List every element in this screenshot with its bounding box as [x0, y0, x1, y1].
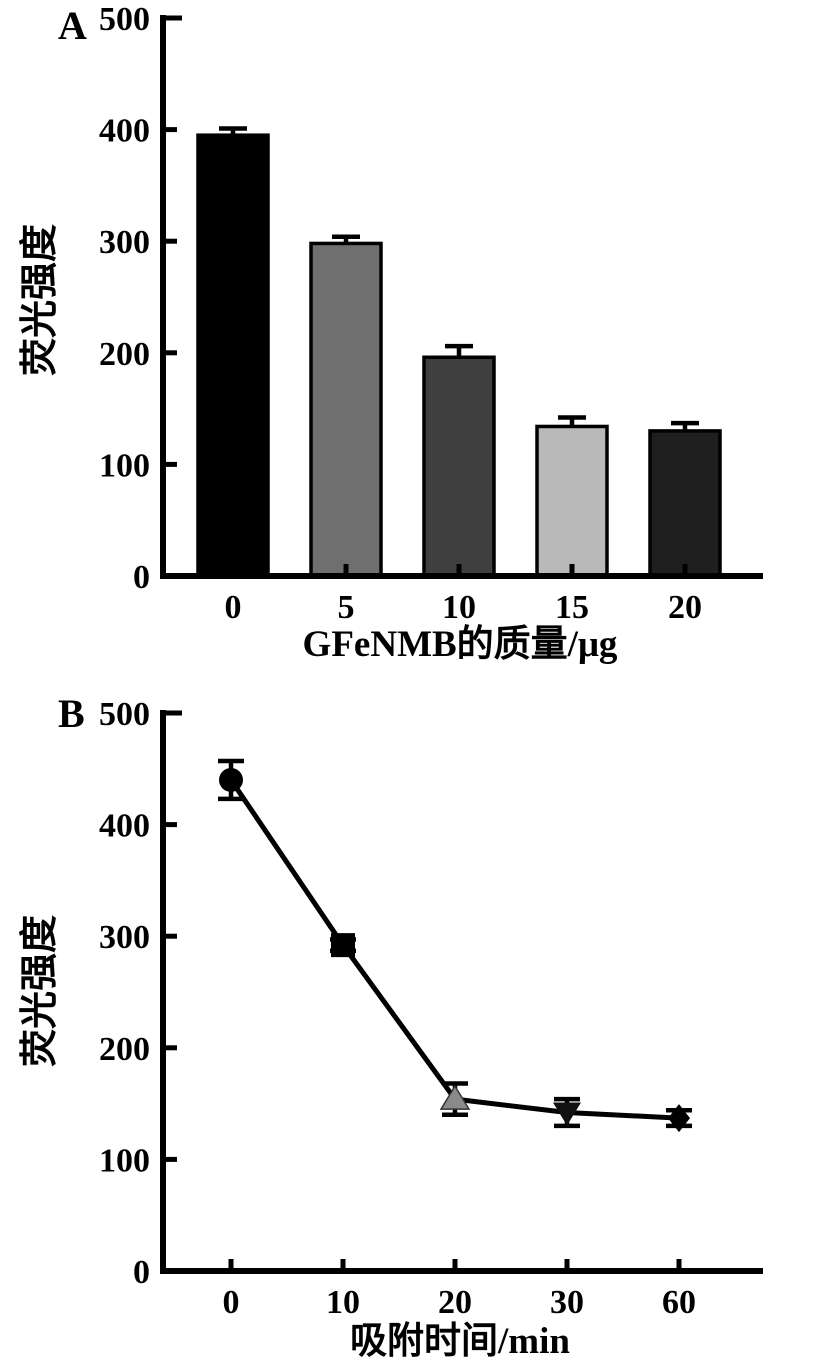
svg-text:15: 15	[555, 589, 589, 626]
svg-text:100: 100	[99, 447, 150, 484]
svg-text:500: 500	[99, 696, 150, 733]
svg-text:300: 300	[99, 919, 150, 956]
svg-text:60: 60	[662, 1284, 696, 1321]
svg-text:200: 200	[99, 1031, 150, 1068]
svg-text:10: 10	[326, 1284, 360, 1321]
svg-text:100: 100	[99, 1142, 150, 1179]
svg-text:200: 200	[99, 336, 150, 373]
panel-b-label: B	[58, 691, 85, 736]
svg-text:20: 20	[668, 589, 702, 626]
bar-chart: 0 100 200 300 400 500 0 5 10 15 20	[99, 1, 763, 626]
svg-text:500: 500	[99, 1, 150, 38]
svg-text:0: 0	[225, 589, 242, 626]
panel-a-x-axis-title: GFeNMB的质量/μg	[302, 624, 618, 665]
svg-text:30: 30	[550, 1284, 584, 1321]
svg-text:0: 0	[133, 559, 150, 596]
panel-a-label: A	[58, 3, 87, 48]
svg-text:300: 300	[99, 224, 150, 261]
svg-text:0: 0	[223, 1284, 240, 1321]
svg-text:20: 20	[438, 1284, 472, 1321]
svg-text:5: 5	[338, 589, 355, 626]
line-chart: 0 100 200 300 400 500 0 10 20 30 60	[99, 696, 763, 1321]
svg-text:400: 400	[99, 113, 150, 150]
svg-text:400: 400	[99, 808, 150, 845]
svg-text:0: 0	[133, 1254, 150, 1291]
svg-text:10: 10	[442, 589, 476, 626]
panel-b-x-axis-title: 吸附时间/min	[350, 1321, 570, 1362]
